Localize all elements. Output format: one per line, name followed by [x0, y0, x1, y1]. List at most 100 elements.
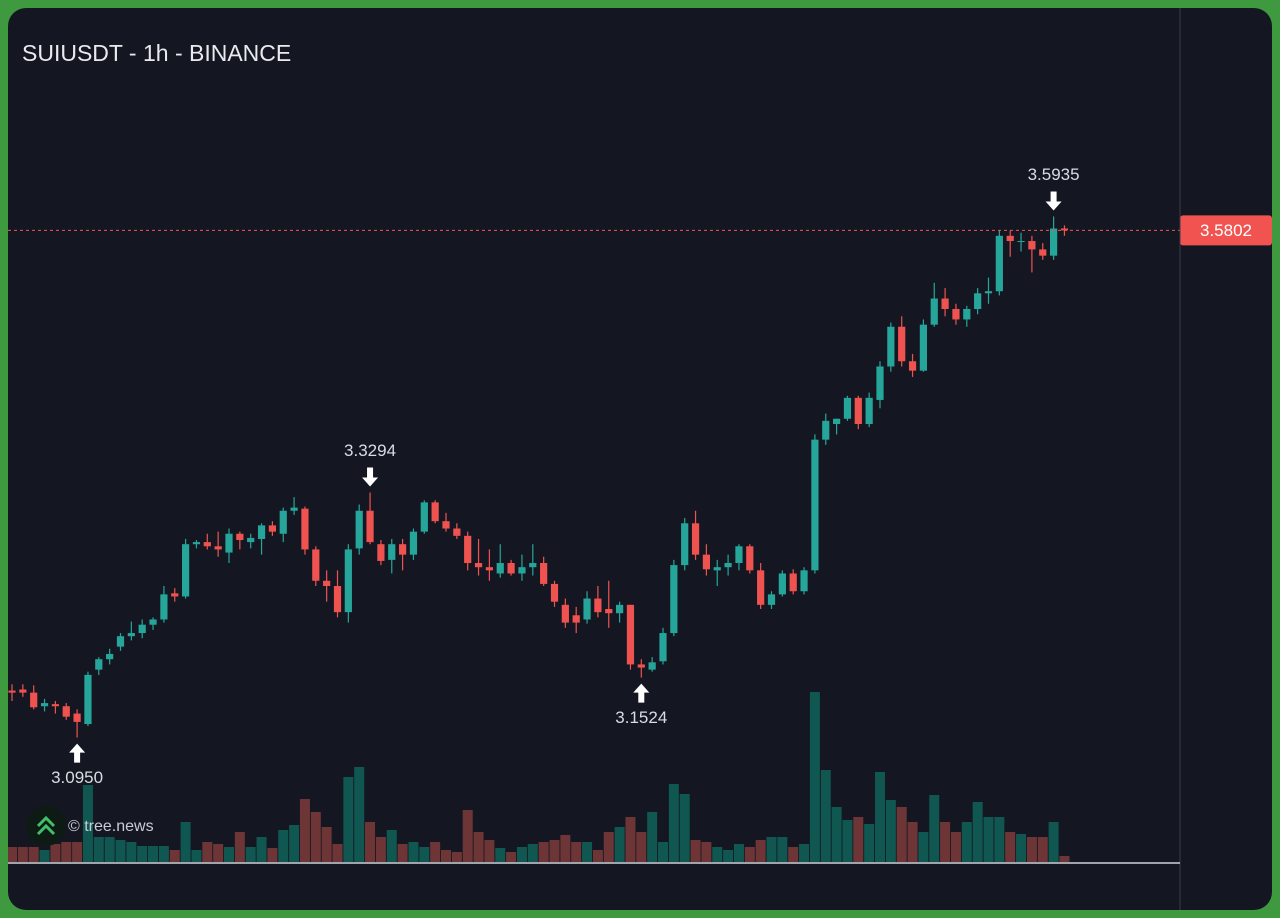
candle-body: [984, 291, 993, 294]
volume-bar: [213, 844, 224, 862]
candle-body: [887, 326, 895, 367]
volume-bar: [582, 842, 593, 862]
candle-body: [236, 533, 244, 541]
volume-bar: [408, 842, 419, 862]
candle-body: [605, 609, 613, 614]
volume-bar: [809, 692, 820, 862]
volume-bar: [614, 827, 625, 862]
candle-body: [116, 636, 125, 647]
watermark-text: © tree.news: [68, 818, 154, 835]
volume-bar: [148, 846, 159, 862]
volume-bar: [690, 840, 701, 862]
annotation-label: 3.3294: [344, 441, 396, 460]
volume-bar: [289, 825, 300, 862]
volume-bar: [245, 847, 256, 862]
annotation-arrow: [69, 743, 86, 763]
last-price-box: [1180, 215, 1272, 246]
volume-bar: [343, 777, 354, 862]
candle-body: [257, 525, 266, 539]
candle-body: [930, 298, 938, 325]
volume-bar: [419, 847, 430, 862]
candle-body: [301, 508, 309, 550]
volume-bar: [712, 847, 723, 862]
candle-body: [138, 624, 146, 634]
candle-body: [464, 535, 472, 564]
candle-body: [648, 662, 656, 670]
volume-bar: [592, 850, 603, 862]
candle-body: [377, 544, 385, 561]
last-price-label: 3.5802: [1200, 221, 1252, 240]
volume-bar: [104, 837, 115, 862]
candle-body: [583, 598, 591, 620]
volume-bar: [549, 840, 560, 862]
volume-bar: [61, 842, 72, 862]
candle-body: [1050, 228, 1058, 256]
volume-bar: [299, 799, 310, 862]
volume-bar: [950, 832, 961, 862]
volume-bar: [375, 837, 386, 862]
annotation-arrow: [633, 683, 650, 703]
candle-body: [974, 293, 982, 309]
volume-bar: [799, 844, 810, 862]
candle-body: [171, 593, 179, 597]
candle-body: [724, 563, 732, 568]
candle-body: [757, 570, 765, 605]
volume-bar: [462, 810, 473, 862]
candle-body: [800, 570, 808, 592]
candle-body: [919, 324, 927, 371]
volume-bar: [940, 822, 951, 862]
candle-body: [149, 619, 157, 625]
candle-body: [713, 567, 721, 571]
candle-body: [431, 502, 439, 522]
volume-bar: [1016, 834, 1027, 862]
volume-bar: [983, 817, 994, 862]
volume-bar: [907, 822, 918, 862]
candle-body: [670, 565, 678, 634]
candle-body: [192, 542, 201, 545]
annotation-label: 3.0950: [51, 768, 103, 787]
volume-bar: [603, 832, 614, 862]
volume-bar: [744, 847, 755, 862]
volume-bar: [8, 847, 17, 862]
volume-bar: [202, 842, 213, 862]
volume-bar: [126, 842, 137, 862]
annotation-arrow: [362, 467, 379, 487]
candle-body: [453, 528, 461, 536]
candle-body: [214, 546, 222, 550]
watermark: © tree.news: [26, 806, 154, 846]
candle-body: [529, 563, 537, 568]
volume-bar: [50, 844, 61, 862]
volume-bar: [224, 847, 234, 862]
candle-body: [344, 549, 352, 613]
volume-bar: [430, 842, 441, 862]
volume-bar: [755, 840, 766, 862]
candle-body: [594, 598, 602, 613]
volume-bar: [441, 850, 451, 862]
volume-bar: [647, 812, 658, 862]
volume-bar: [82, 785, 93, 862]
candle-body: [691, 523, 700, 555]
candle-body: [908, 361, 917, 371]
volume-bar: [332, 844, 343, 862]
candle-body: [702, 554, 710, 570]
candle-body: [485, 567, 493, 571]
volume-bar: [885, 800, 896, 862]
volume-bar: [723, 850, 734, 862]
candle-body: [225, 533, 233, 553]
candle-body: [789, 573, 797, 592]
volume-bar: [17, 847, 28, 862]
volume-bar: [28, 847, 39, 862]
volume-bar: [267, 848, 278, 862]
candle-body: [333, 586, 342, 613]
candle-body: [963, 308, 971, 320]
volume-bar: [668, 784, 679, 862]
candle-body: [876, 366, 884, 400]
candle-body: [1006, 235, 1014, 242]
volume-bar: [701, 842, 712, 862]
watermark-icon: [36, 815, 56, 836]
volume-bar: [39, 850, 50, 862]
chart-panel: 3.0950 3.3294 3.1524 3.5935 3.5802 SUIUSDT -…: [8, 8, 1272, 910]
volume-bar: [354, 767, 365, 862]
candle-body: [811, 439, 819, 571]
candle-body: [637, 664, 645, 668]
